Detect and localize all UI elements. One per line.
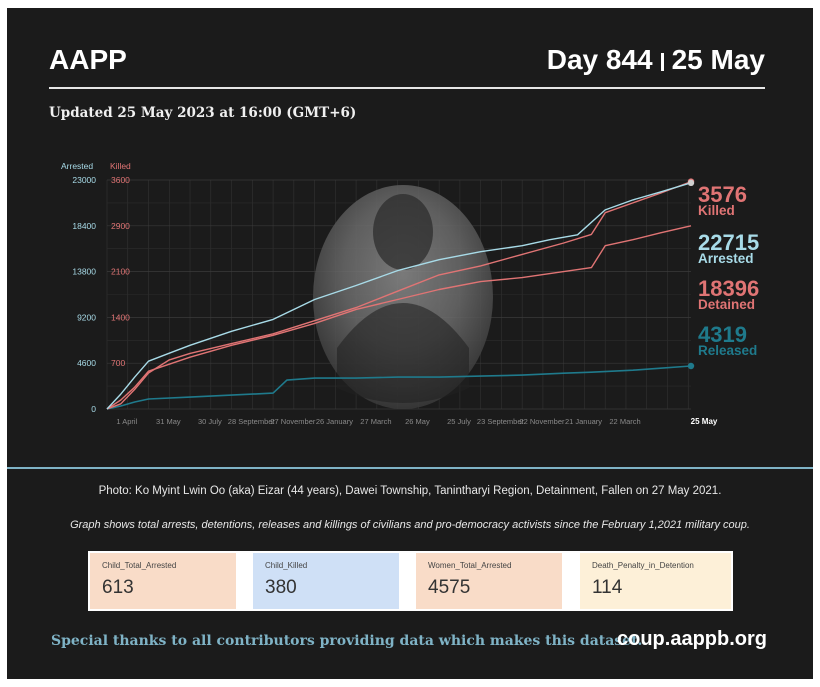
- left-tick-label: 18400: [72, 221, 96, 231]
- end-name-detained: Detained: [698, 297, 755, 312]
- chart-axes: Arrested Killed 0 4600 9200 13800 18400 23000 70…: [61, 161, 718, 426]
- series-line-released: [106, 365, 692, 410]
- stat-value: 613: [102, 577, 134, 598]
- portrait-head: [373, 194, 433, 270]
- header-date: 25 May: [671, 44, 765, 75]
- header-rule: [49, 87, 765, 89]
- stat-label: Death_Penalty_in_Detention: [592, 561, 694, 570]
- x-tick-label: 25 July: [447, 417, 471, 426]
- x-tick-label: 23 September: [477, 417, 525, 426]
- series-end-point: [687, 179, 695, 187]
- killed-tick-label: 2100: [111, 267, 130, 277]
- stat-women-total-arrested: Women_Total_Arrested 4575: [416, 553, 562, 609]
- stat-child-killed: Child_Killed 380: [253, 553, 399, 609]
- x-tick-label: 21 January: [565, 417, 602, 426]
- left-tick-label: 13800: [72, 267, 96, 277]
- stat-value: 114: [592, 577, 623, 598]
- infographic-card: AAPP Day 844 25 May Updated 25 May 2023 a…: [7, 8, 813, 679]
- x-tick-label: 26 January: [316, 417, 353, 426]
- right-axis-title: Killed: [110, 161, 131, 171]
- killed-tick-label: 3600: [111, 175, 130, 185]
- x-tick-label: 27 November: [270, 417, 316, 426]
- end-name-released: Released: [698, 343, 757, 358]
- stat-value: 380: [265, 577, 297, 598]
- section-divider: [7, 467, 813, 469]
- stat-death-penalty-in-detention: Death_Penalty_in_Detention 114: [580, 553, 731, 609]
- x-tick-label: 26 May: [405, 417, 430, 426]
- stat-value: 4575: [428, 577, 471, 598]
- x-tick-label: 1 April: [116, 417, 137, 426]
- end-value-detained: 18396: [698, 276, 759, 301]
- day-count: Day 844: [546, 44, 653, 75]
- stat-label: Women_Total_Arrested: [428, 561, 512, 570]
- x-tick-label: 31 May: [156, 417, 181, 426]
- series-end-point: [687, 362, 695, 370]
- x-tick-label: 22 March: [609, 417, 640, 426]
- header-separator: [660, 52, 664, 71]
- day-date-header: Day 844 25 May: [547, 44, 765, 76]
- stats-strip: Child_Total_Arrested 613 Child_Killed 38…: [88, 551, 733, 611]
- killed-tick-label: 700: [111, 358, 125, 368]
- x-tick-label: 28 September: [228, 417, 276, 426]
- footer-thanks: Special thanks to all contributors provi…: [51, 633, 643, 649]
- chart-series: [106, 178, 695, 410]
- graph-note: Graph shows total arrests, detentions, r…: [70, 519, 750, 531]
- end-value-killed: 3576: [698, 182, 747, 207]
- stat-label: Child_Killed: [265, 561, 308, 570]
- left-tick-label: 0: [91, 404, 96, 414]
- stat-child-total-arrested: Child_Total_Arrested 613: [90, 553, 236, 609]
- series-line-arrested: [106, 182, 692, 410]
- end-name-killed: Killed: [698, 203, 735, 218]
- org-title: AAPP: [49, 44, 127, 75]
- x-tick-label: 22 November: [519, 417, 565, 426]
- left-tick-label: 23000: [72, 175, 96, 185]
- photo-caption: Photo: Ko Myint Lwin Oo (aka) Eizar (44 …: [98, 485, 722, 497]
- left-tick-label: 9200: [77, 312, 96, 322]
- left-tick-label: 4600: [77, 358, 96, 368]
- x-tick-label: 25 May: [691, 417, 718, 426]
- footer-site-link[interactable]: coup.aappb.org: [617, 628, 767, 650]
- end-name-arrested: Arrested: [698, 251, 754, 266]
- line-chart: Arrested Killed 0 4600 9200 13800 18400 23000 70…: [61, 161, 759, 426]
- series-line-killed: [106, 180, 692, 410]
- end-value-released: 4319: [698, 322, 747, 347]
- portrait-photo: [313, 185, 493, 409]
- end-value-arrested: 22715: [698, 230, 759, 255]
- left-axis-title: Arrested: [61, 161, 93, 171]
- killed-tick-label: 1400: [111, 312, 130, 322]
- updated-timestamp: Updated 25 May 2023 at 16:00 (GMT+6): [49, 105, 357, 121]
- x-tick-label: 30 July: [198, 417, 222, 426]
- stat-label: Child_Total_Arrested: [102, 561, 177, 570]
- killed-tick-label: 2900: [111, 221, 130, 231]
- x-tick-label: 27 March: [360, 417, 391, 426]
